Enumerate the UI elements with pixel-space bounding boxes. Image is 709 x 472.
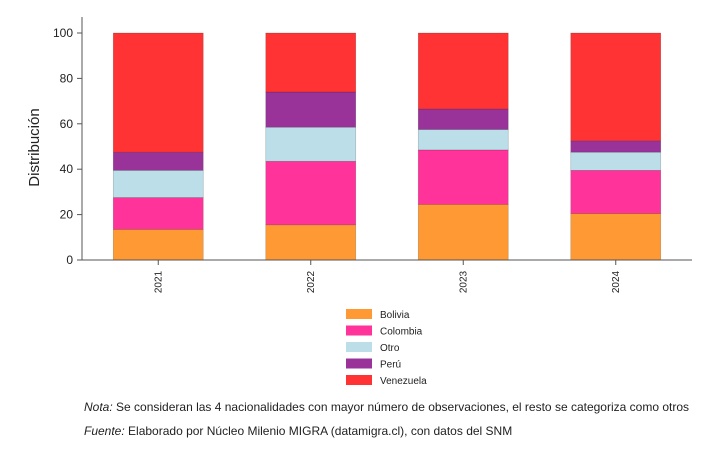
- bar-segment: [265, 126, 357, 162]
- bar-segment: [417, 108, 509, 130]
- legend-label: Venezuela: [380, 376, 427, 387]
- bar-segment: [112, 32, 204, 153]
- bar-segment: [417, 32, 509, 110]
- chart-notes: Nota: Se consideran las 4 nacionalidades…: [84, 400, 704, 438]
- y-axis-title: Distribución: [26, 108, 43, 186]
- legend-label: Perú: [380, 360, 401, 371]
- bar-segment: [265, 160, 357, 226]
- legend-swatch: [346, 375, 372, 385]
- note-text: Se consideran las 4 nacionalidades con m…: [112, 400, 690, 414]
- note-label: Nota:: [84, 400, 113, 414]
- x-tick-label: 2023: [458, 270, 469, 293]
- legend: Bolivia Colombia Otro Perú Venezuela: [346, 309, 427, 387]
- bar-segment: [265, 91, 357, 128]
- source-line: Fuente: Elaborado por Núcleo Milenio MIG…: [84, 424, 704, 438]
- legend-label: Colombia: [380, 327, 423, 338]
- bar-segment: [417, 129, 509, 151]
- y-tick-label: 0: [66, 253, 73, 267]
- bar-segment: [265, 32, 357, 93]
- source-text: Elaborado por Núcleo Milenio MIGRA (data…: [124, 424, 513, 438]
- bars-layer: [112, 32, 662, 261]
- legend-label: Otro: [380, 343, 400, 354]
- y-tick-label: 100: [53, 26, 73, 40]
- y-tick-label: 20: [60, 208, 74, 222]
- bar-segment: [570, 151, 662, 171]
- note-line: Nota: Se consideran las 4 nacionalidades…: [84, 400, 704, 414]
- bar-segment: [112, 151, 204, 171]
- bar-segment: [417, 204, 509, 261]
- x-tick-label: 2021: [153, 270, 164, 293]
- legend-swatch: [346, 358, 372, 369]
- axes-layer: 2021 2022 2023 2024 0 20 40 60 80 100 Distribución: [26, 17, 692, 293]
- legend-swatch: [346, 309, 372, 319]
- bar-segment: [570, 213, 662, 261]
- bar-segment: [570, 170, 662, 214]
- y-tick-label: 80: [60, 71, 74, 85]
- bar-segment: [570, 140, 662, 153]
- bar-segment: [570, 32, 662, 142]
- bar-segment: [112, 170, 204, 198]
- legend-swatch: [346, 325, 372, 336]
- bar-segment: [265, 224, 357, 261]
- stacked-bar-chart: 2021 2022 2023 2024 0 20 40 60 80 100 Distribución…: [26, 17, 692, 387]
- bar-segment: [417, 149, 509, 205]
- legend-swatch: [346, 342, 372, 352]
- bar-segment: [112, 197, 204, 230]
- x-tick-label: 2024: [611, 270, 622, 293]
- y-tick-label: 40: [60, 162, 74, 176]
- legend-label: Bolivia: [380, 310, 410, 321]
- bar-segment: [112, 229, 204, 261]
- y-tick-label: 60: [60, 117, 74, 131]
- source-label: Fuente:: [84, 424, 125, 438]
- x-tick-label: 2022: [306, 270, 317, 293]
